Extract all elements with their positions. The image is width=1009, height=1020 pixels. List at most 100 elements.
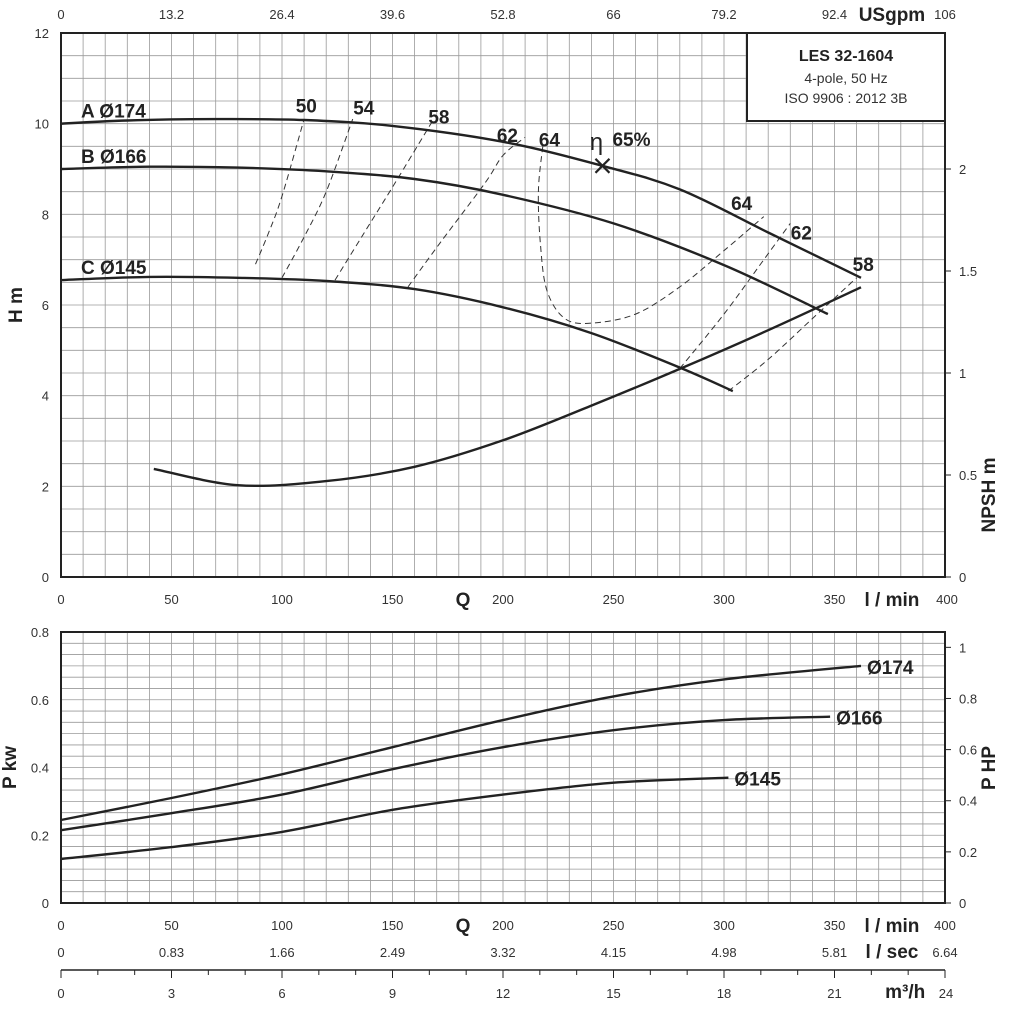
hp-tick-label: 0	[959, 896, 966, 911]
npsh-tick-label: 0.5	[959, 468, 977, 483]
power-curve-label: Ø166	[836, 709, 882, 730]
top-tick-label: 79.2	[711, 7, 736, 22]
x-tick-label: 100	[271, 918, 293, 933]
eta-symbol: η	[590, 129, 603, 156]
head-curve-label: B Ø166	[81, 147, 146, 168]
x-tick-label: 300	[713, 592, 735, 607]
x-tick-label: 200	[492, 592, 514, 607]
lmin-unit-label: l / min	[865, 916, 920, 937]
m3h-tick-label: 21	[827, 986, 841, 1001]
model-standard: ISO 9906 : 2012 3B	[785, 90, 908, 106]
p-tick-label: 0.8	[31, 625, 49, 640]
hp-tick-label: 0.2	[959, 845, 977, 860]
efficiency-label: 62	[497, 126, 518, 147]
npsh-tick-label: 0	[959, 570, 966, 585]
top-tick-label: 0	[57, 7, 64, 22]
q-axis-title: Q	[456, 916, 471, 937]
top-tick-label: 66	[606, 7, 620, 22]
m3h-tick-label: 6	[278, 986, 285, 1001]
plot-frame	[60, 32, 946, 578]
y-tick-label: 6	[42, 298, 49, 313]
x-tick-label: 50	[164, 918, 178, 933]
top-tick-label: 52.8	[490, 7, 515, 22]
p-tick-label: 0	[42, 896, 49, 911]
x-tick-label: 400	[934, 918, 956, 933]
efficiency-label: 58	[428, 108, 449, 129]
efficiency-contour	[537, 146, 765, 324]
model-spec: 4-pole, 50 Hz	[804, 70, 887, 86]
x-tick-label: 200	[492, 918, 514, 933]
hp-tick-label: 0.8	[959, 691, 977, 706]
m3h-unit-label: m³/h	[885, 982, 925, 1003]
efficiency-contour	[679, 223, 791, 369]
m3h-tick-label: 0	[57, 986, 64, 1001]
hp-tick-label: 0.6	[959, 743, 977, 758]
efficiency-label: 50	[296, 96, 317, 117]
head-curve-label: C Ø145	[81, 258, 147, 279]
head-curve	[60, 117, 862, 279]
power-curve	[60, 776, 729, 861]
lsec-unit-label: l / sec	[866, 942, 919, 963]
plot-frame	[60, 631, 946, 904]
power-curve	[60, 715, 831, 832]
lsec-tick-label: 0	[57, 945, 64, 960]
top-tick-label: 39.6	[380, 7, 405, 22]
npsh-axis-title: NPSH m	[979, 458, 1000, 533]
x-tick-label: 250	[603, 592, 625, 607]
lsec-tick-label: 4.98	[711, 945, 736, 960]
efficiency-contour	[281, 118, 354, 279]
lsec-tick-label: 6.64	[932, 945, 957, 960]
y-tick-label: 8	[42, 207, 49, 222]
npsh-tick-label: 1	[959, 366, 966, 381]
efficiency-contour	[407, 136, 526, 288]
power-curve-label: Ø174	[867, 658, 914, 679]
bep-label: 65%	[612, 130, 650, 151]
q-axis-title: Q	[456, 590, 471, 611]
m3h-tick-label: 15	[606, 986, 620, 1001]
head-axis-title: H m	[6, 287, 27, 323]
y-tick-label: 4	[42, 389, 49, 404]
lsec-tick-label: 5.81	[822, 945, 847, 960]
p-tick-label: 0.6	[31, 693, 49, 708]
m3h-tick-label: 12	[496, 986, 510, 1001]
p-tick-label: 0.2	[31, 828, 49, 843]
m3h-tick-label: 24	[939, 986, 953, 1001]
x-tick-label: 100	[271, 592, 293, 607]
x-tick-label: 400	[936, 592, 958, 607]
efficiency-contour	[728, 277, 857, 392]
p-tick-label: 0.4	[31, 761, 49, 776]
head-curve	[60, 275, 734, 393]
npsh-tick-label: 2	[959, 162, 966, 177]
lsec-tick-label: 4.15	[601, 945, 626, 960]
head-curve-label: A Ø174	[81, 102, 146, 123]
hp-tick-label: 1	[959, 640, 966, 655]
y-tick-label: 0	[42, 570, 49, 585]
efficiency-label: 54	[353, 99, 375, 120]
model-info-box	[746, 32, 946, 122]
npsh-tick-label: 1.5	[959, 264, 977, 279]
efficiency-label: 64	[731, 194, 753, 215]
npsh-curve	[153, 286, 862, 488]
top-tick-label: 106	[934, 7, 956, 22]
x-tick-label: 250	[603, 918, 625, 933]
x-tick-label: 50	[164, 592, 178, 607]
x-tick-label: 150	[382, 918, 404, 933]
y-tick-label: 12	[35, 26, 49, 41]
top-tick-label: 92.4	[822, 7, 847, 22]
x-tick-label: 350	[824, 592, 846, 607]
y-tick-label: 2	[42, 479, 49, 494]
efficiency-contour	[255, 118, 305, 265]
lsec-tick-label: 3.32	[490, 945, 515, 960]
bep-marker	[594, 158, 611, 174]
hp-tick-label: 0.4	[959, 794, 977, 809]
lsec-tick-label: 2.49	[380, 945, 405, 960]
power-curve	[60, 664, 862, 822]
head-curve	[60, 165, 829, 316]
power-axis-title: P kw	[0, 746, 21, 789]
m3h-tick-label: 18	[717, 986, 731, 1001]
usgpm-unit-label: USgpm	[859, 5, 926, 26]
hp-axis-title: P HP	[979, 746, 1000, 790]
x-tick-label: 150	[382, 592, 404, 607]
top-tick-label: 13.2	[159, 7, 184, 22]
